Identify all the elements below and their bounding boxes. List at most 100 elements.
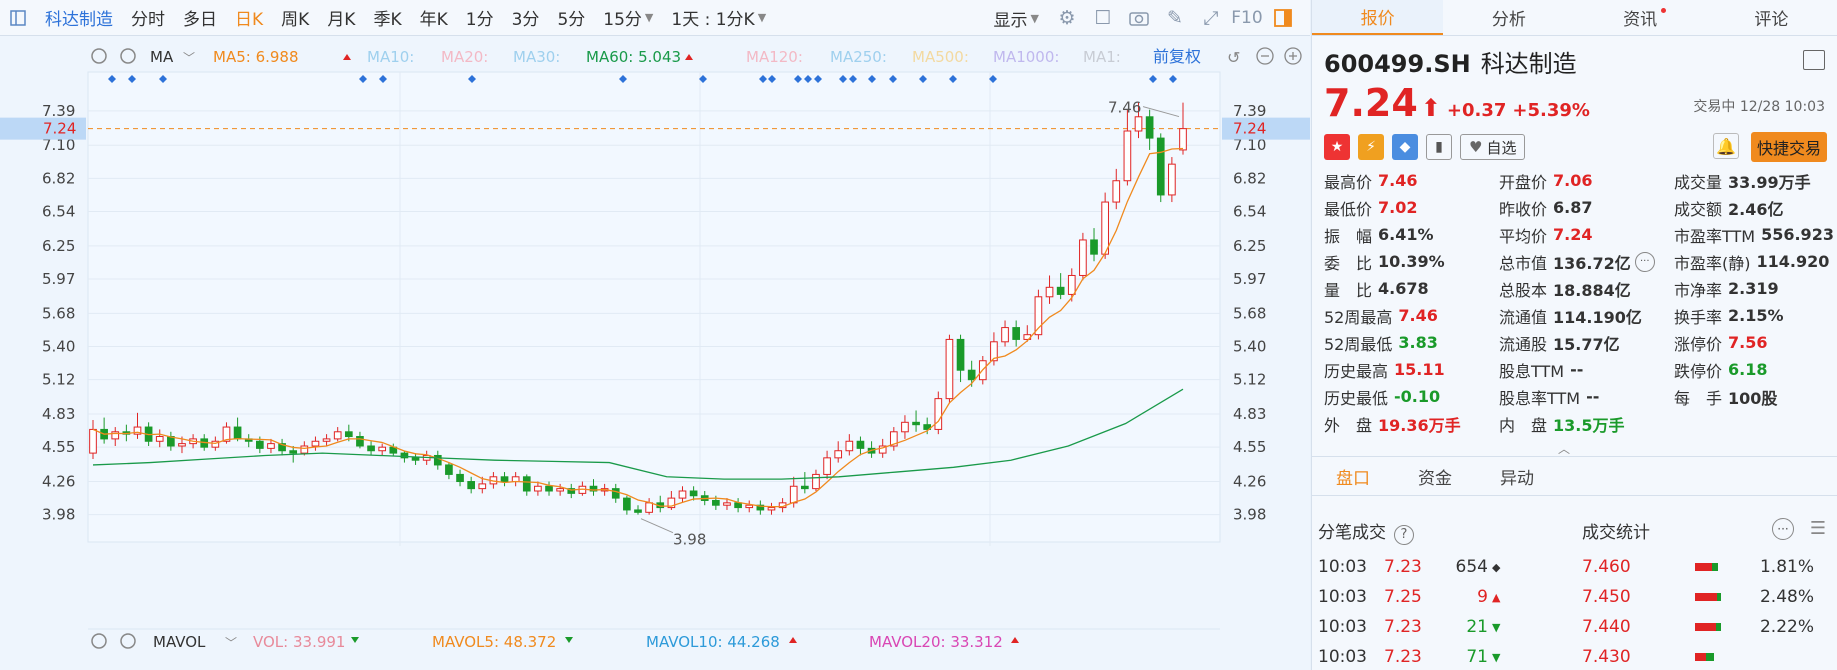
stat-label: 量 比 — [1324, 280, 1373, 300]
tab-fenshi[interactable]: 分时 — [131, 10, 165, 30]
event-marker-icon[interactable] — [108, 75, 116, 83]
settings-gear-icon[interactable] — [91, 633, 107, 649]
indicator-mavol20: MAVOL20: 33.312 — [869, 633, 1003, 651]
candle-body — [233, 426, 242, 440]
y-tick-right: 6.82 — [1233, 169, 1266, 187]
tab-pankou[interactable]: 盘口 — [1336, 468, 1370, 489]
tab-duori[interactable]: 多日 — [183, 10, 217, 30]
ma5-line — [92, 147, 1184, 508]
zoom-out-icon[interactable] — [1256, 47, 1274, 65]
event-marker-icon[interactable] — [794, 75, 802, 83]
add-watchlist-button[interactable]: ♥ 自选 — [1460, 134, 1526, 160]
tab-quote[interactable]: 报价 — [1312, 0, 1444, 35]
event-marker-icon[interactable] — [849, 75, 857, 83]
tab-analysis[interactable]: 分析 — [1491, 10, 1526, 30]
tab-weekly-k[interactable]: 周K — [281, 10, 310, 30]
draw-rect-icon[interactable]: ☐ — [1094, 7, 1112, 29]
kline-chart[interactable]: 7.39 7.39 7.10 7.10 6.82 6.82 6.54 6.54 6.25 6.25… — [0, 36, 1310, 670]
stat-cell: 市净率 2.319 — [1674, 275, 1837, 302]
stat-label: 涨停价 — [1674, 334, 1723, 354]
y-tick-left: 6.25 — [42, 237, 75, 255]
event-marker-icon[interactable] — [919, 75, 927, 83]
fullscreen-icon[interactable]: ⤢ — [1203, 7, 1219, 29]
event-marker-icon[interactable] — [699, 75, 707, 83]
event-marker-icon[interactable] — [889, 75, 897, 83]
candle-body — [222, 426, 231, 442]
event-marker-icon[interactable] — [768, 75, 776, 83]
kline-chart-area[interactable]: 7.39 7.39 7.10 7.10 6.82 6.82 6.54 6.54 6.25 6.25… — [0, 36, 1310, 670]
camera-icon[interactable] — [1122, 0, 1156, 36]
tab-year-k[interactable]: 年K — [419, 10, 448, 30]
tab-15min[interactable]: 15分 ▼ — [594, 5, 662, 30]
bell-icon[interactable]: 🔔 — [1713, 133, 1739, 159]
candle-body — [878, 445, 887, 454]
y-tick-right: 5.97 — [1233, 270, 1266, 288]
settings-gear-icon[interactable] — [91, 48, 107, 64]
f10-button[interactable]: F10 — [1231, 8, 1263, 28]
event-marker-icon[interactable] — [1149, 75, 1157, 83]
close-icon[interactable] — [120, 633, 136, 649]
heart-icon: ♥ — [1469, 138, 1483, 156]
up-triangle-icon — [1011, 637, 1019, 643]
tab-monthly-k[interactable]: 月K — [327, 10, 356, 30]
lightning-icon[interactable]: ⚡ — [1358, 134, 1384, 160]
event-marker-icon[interactable] — [159, 75, 167, 83]
notification-dot — [1660, 8, 1666, 13]
tab-comments[interactable]: 评论 — [1754, 10, 1789, 30]
help-icon[interactable]: ? — [1394, 524, 1414, 545]
event-marker-icon[interactable] — [868, 75, 876, 83]
tab-zijin[interactable]: 资金 — [1418, 468, 1452, 489]
list-view-icon[interactable]: ☰ — [1809, 518, 1826, 539]
tag-icon[interactable]: ◆ — [1392, 134, 1418, 160]
tab-yidong[interactable]: 异动 — [1500, 468, 1534, 489]
sub-tabs: 盘口 资金 异动 — [1312, 456, 1837, 496]
pencil-icon[interactable]: ✎ — [1167, 7, 1183, 29]
event-marker-icon[interactable] — [128, 75, 136, 83]
layout-icon[interactable] — [1803, 50, 1825, 70]
close-icon[interactable] — [120, 48, 136, 64]
settings-gear-icon[interactable]: ⚙ — [1058, 7, 1076, 29]
deal-pct: 2.22% — [1759, 617, 1814, 637]
zoom-in-icon[interactable] — [1284, 47, 1302, 65]
display-menu[interactable]: 显示 ▼ — [985, 6, 1048, 31]
more-icon[interactable]: ··· — [1772, 518, 1794, 540]
event-marker-icon[interactable] — [379, 75, 387, 83]
event-marker-icon[interactable] — [468, 75, 476, 83]
tab-daily-k[interactable]: 日K — [235, 10, 264, 30]
tab-quarter-k[interactable]: 季K — [373, 10, 402, 30]
y-tick-right: 5.12 — [1233, 371, 1266, 389]
event-marker-icon[interactable] — [839, 75, 847, 83]
tab-5min[interactable]: 5分 — [557, 10, 586, 30]
event-marker-icon[interactable] — [1169, 75, 1177, 83]
undo-icon: ↺ — [1227, 48, 1240, 67]
event-marker-icon[interactable] — [989, 75, 997, 83]
tab-15min-label: 15分 — [603, 10, 642, 30]
tab-1min[interactable]: 1分 — [465, 10, 494, 30]
more-dots-icon[interactable]: ··· — [1634, 251, 1655, 272]
candle-body — [278, 443, 286, 452]
up-arrow-icon: ⬆ — [1420, 94, 1441, 122]
y-tick-right: 4.26 — [1233, 473, 1266, 491]
stat-label: 股息率TTM — [1499, 388, 1581, 408]
candle-body — [333, 431, 342, 440]
quick-trade-button[interactable]: 快捷交易 — [1750, 132, 1827, 162]
bookmark-icon[interactable]: ▮ — [1426, 134, 1452, 160]
candle-body — [478, 483, 487, 490]
event-marker-icon[interactable] — [814, 75, 822, 83]
event-marker-icon[interactable] — [619, 75, 627, 83]
tab-3min[interactable]: 3分 — [511, 10, 540, 30]
trade-row: 10:03 7.25 9 ▲ 7.450 2.48% — [1312, 582, 1837, 612]
event-marker-icon[interactable] — [759, 75, 767, 83]
period-select[interactable]: 1天 : 1分K ▼ — [662, 5, 775, 30]
tab-news[interactable]: 资讯 — [1575, 0, 1706, 35]
candle-body — [767, 507, 776, 511]
event-marker-icon[interactable] — [949, 75, 957, 83]
stock-name-tab[interactable]: 科达制造 — [45, 10, 113, 30]
candle-body — [445, 464, 453, 475]
event-marker-icon[interactable] — [804, 75, 812, 83]
event-marker-icon[interactable] — [359, 75, 367, 83]
candle-body — [956, 338, 965, 371]
panel-toggle-icon[interactable] — [0, 0, 36, 36]
side-panel-icon[interactable] — [1266, 0, 1300, 36]
collapse-chevron-icon[interactable]: ︿ — [1558, 442, 1571, 456]
